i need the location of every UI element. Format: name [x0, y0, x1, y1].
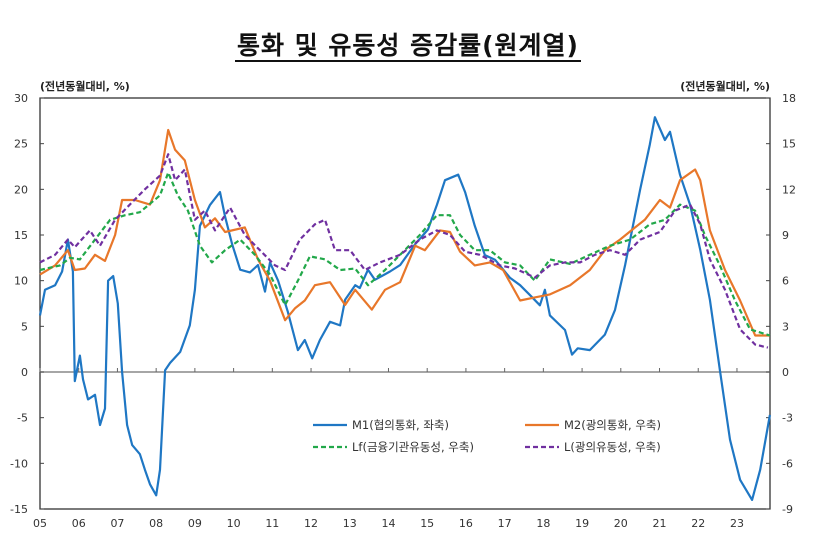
x-tick-label: 06 [72, 517, 86, 530]
x-tick-label: 12 [304, 517, 318, 530]
series-line-l [39, 153, 769, 349]
right-tick-label: 6 [782, 275, 789, 288]
right-tick-label: -6 [782, 457, 793, 470]
x-tick-label: 11 [265, 517, 279, 530]
legend-label-m1: M1(협의통화, 좌축) [352, 418, 449, 432]
right-tick-label: 9 [782, 229, 789, 242]
x-tick-label: 22 [691, 517, 705, 530]
x-tick-label: 19 [575, 517, 589, 530]
right-tick-label: 0 [782, 366, 789, 379]
x-tick-label: 15 [420, 517, 434, 530]
x-tick-label: 13 [343, 517, 357, 530]
right-tick-label: 12 [782, 183, 796, 196]
series-line-lf [39, 171, 771, 337]
legend-label-m2: M2(광의통화, 우축) [564, 418, 661, 432]
series-line-m1 [38, 116, 771, 501]
x-tick-label: 08 [149, 517, 163, 530]
left-tick-label: 5 [21, 320, 28, 333]
right-axis-unit-label: (전년동월대비, %) [680, 80, 770, 93]
plot-frame [39, 97, 771, 510]
x-tick-label: 20 [614, 517, 628, 530]
x-tick-label: 05 [33, 517, 47, 530]
series-line-m2 [39, 128, 770, 337]
left-axis-unit-label: (전년동월대비, %) [40, 80, 130, 93]
x-tick-label: 10 [227, 517, 241, 530]
legend-label-l: L(광의유동성, 우축) [564, 440, 661, 454]
left-tick-label: 0 [21, 366, 28, 379]
right-tick-label: 18 [782, 92, 796, 105]
right-tick-label: 3 [782, 320, 789, 333]
left-tick-label: 25 [14, 138, 28, 151]
chart-title: 통화 및 유동성 증감률(원계열) [0, 26, 816, 62]
left-tick-label: 15 [14, 229, 28, 242]
x-tick-label: 18 [536, 517, 550, 530]
legend-label-lf: Lf(금융기관유동성, 우축) [352, 440, 474, 454]
left-tick-label: 20 [14, 183, 28, 196]
x-tick-label: 07 [110, 517, 124, 530]
x-tick-label: 23 [730, 517, 744, 530]
right-tick-label: -3 [782, 412, 793, 425]
x-tick-label: 17 [498, 517, 512, 530]
left-tick-label: -10 [10, 457, 28, 470]
chart-title-text: 통화 및 유동성 증감률(원계열) [235, 31, 581, 62]
left-tick-label: 10 [14, 275, 28, 288]
x-tick-label: 21 [653, 517, 667, 530]
right-tick-label: 15 [782, 138, 796, 151]
left-tick-label: 30 [14, 92, 28, 105]
x-tick-label: 09 [188, 517, 202, 530]
x-tick-label: 16 [459, 517, 473, 530]
left-tick-label: -5 [17, 412, 28, 425]
right-tick-label: -9 [782, 503, 793, 516]
left-tick-label: -15 [10, 503, 28, 516]
x-tick-label: 14 [381, 517, 395, 530]
